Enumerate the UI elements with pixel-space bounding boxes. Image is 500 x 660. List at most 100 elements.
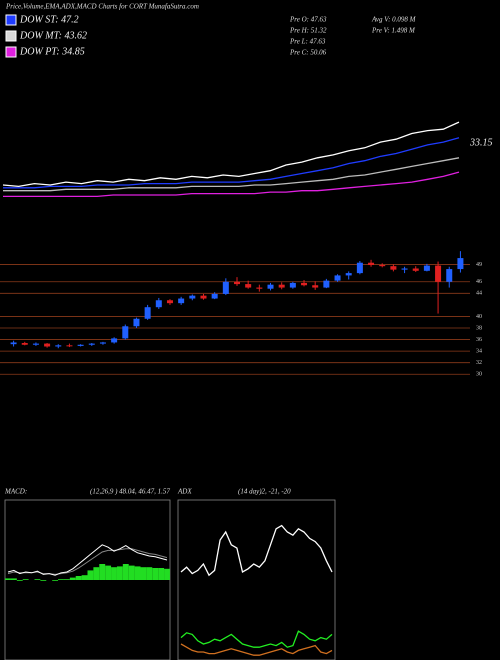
candle-body [200, 295, 207, 299]
series-line [3, 157, 460, 192]
series-line [2, 121, 460, 188]
panel-title: MACD: [4, 488, 27, 496]
histogram-bar [99, 564, 106, 580]
y-tick-label: 32 [476, 360, 482, 366]
legend-label: DOW PT: 34.85 [19, 46, 85, 57]
price-info: Pre O: 47.63 [289, 16, 327, 24]
candle-body [412, 268, 419, 271]
ema-annotation: 33.15 [469, 137, 493, 148]
price-info: Pre L: 47.63 [289, 38, 326, 46]
candle-body [133, 318, 140, 327]
y-tick-label: 38 [476, 325, 482, 331]
candle-body [323, 280, 330, 288]
candle-body [21, 343, 28, 345]
candle-body [77, 344, 84, 346]
histogram-bar [5, 578, 11, 580]
candle-body [278, 284, 285, 288]
candle-body [245, 284, 252, 288]
candle-body [379, 265, 386, 267]
candle-body [289, 282, 296, 288]
price-info: Avg V: 0.098 M [371, 16, 417, 24]
candle-body [211, 293, 218, 299]
candle-body [222, 281, 229, 294]
histogram-bar [164, 568, 170, 580]
legend-label: DOW MT: 43.62 [19, 30, 87, 41]
candle-body [401, 268, 408, 270]
candle-body [155, 300, 162, 308]
legend-swatch [5, 46, 17, 58]
candle-body [423, 265, 430, 271]
candle-body [356, 262, 363, 274]
series-line [3, 137, 460, 189]
histogram-bar [105, 565, 112, 580]
histogram-bar [146, 567, 153, 580]
candle-body [312, 285, 319, 288]
candle-body [32, 343, 39, 345]
histogram-bar [152, 568, 159, 580]
candle-body [345, 273, 352, 276]
candle-body [88, 343, 95, 345]
price-info: Pre V: 1.498 M [371, 27, 416, 35]
series-line [180, 643, 333, 656]
candle-body [256, 287, 263, 289]
histogram-bar [69, 577, 76, 580]
candle-body [234, 281, 240, 285]
histogram-bar [58, 579, 64, 580]
y-tick-label: 30 [476, 372, 482, 378]
series-line [3, 171, 460, 198]
y-tick-label: 40 [476, 314, 482, 320]
panel-subtitle: (14 day)2, -21, -20 [238, 488, 291, 496]
candle-body [435, 265, 442, 282]
histogram-bar [16, 580, 23, 581]
candle-body [301, 282, 308, 286]
candle-body [178, 298, 185, 304]
histogram-bar [34, 579, 41, 580]
histogram-bar [122, 564, 129, 580]
candle-body [267, 284, 274, 289]
legend-swatch [5, 14, 17, 26]
histogram-bar [40, 580, 47, 581]
legend-swatch [5, 30, 17, 42]
candle-body [457, 258, 464, 270]
histogram-bar [63, 579, 70, 580]
candle-body [122, 326, 129, 339]
candle-body [55, 345, 62, 347]
series-line [180, 630, 333, 648]
histogram-bar [158, 568, 165, 580]
price-info: Pre H: 51.32 [289, 27, 327, 35]
legend-label: DOW ST: 47.2 [19, 14, 79, 25]
histogram-bar [116, 566, 123, 580]
panel-subtitle: (12,26,9 ) 48.04, 46.47, 1.57 [90, 488, 170, 496]
candle-body [111, 338, 118, 343]
y-tick-label: 36 [476, 337, 482, 343]
candle-body [10, 342, 17, 345]
candle-body [189, 295, 196, 299]
histogram-bar [81, 575, 88, 580]
histogram-bar [75, 576, 82, 580]
candle-body [166, 300, 173, 304]
histogram-bar [128, 565, 135, 580]
candle-body [334, 275, 341, 281]
candle-body [144, 307, 151, 319]
candle-body [44, 343, 51, 347]
histogram-bar [10, 578, 17, 580]
panel-frame [177, 499, 336, 660]
candle-body [66, 345, 73, 347]
histogram-bar [52, 580, 59, 581]
candle-body [99, 342, 106, 344]
candle-body [390, 266, 397, 270]
series-line [7, 544, 168, 576]
price-info: Pre C: 50.06 [289, 49, 327, 57]
y-tick-label: 49 [476, 262, 482, 268]
y-tick-label: 46 [476, 279, 482, 285]
candle-body [368, 262, 375, 266]
histogram-bar [134, 566, 141, 580]
series-line [180, 524, 333, 577]
histogram-bar [93, 567, 100, 580]
page-title: Price,Volume,EMA,ADX,MACD Charts for COR… [5, 3, 199, 11]
y-tick-label: 44 [476, 291, 482, 297]
histogram-bar [140, 567, 147, 580]
candle-body [446, 269, 453, 282]
histogram-bar [111, 567, 117, 580]
